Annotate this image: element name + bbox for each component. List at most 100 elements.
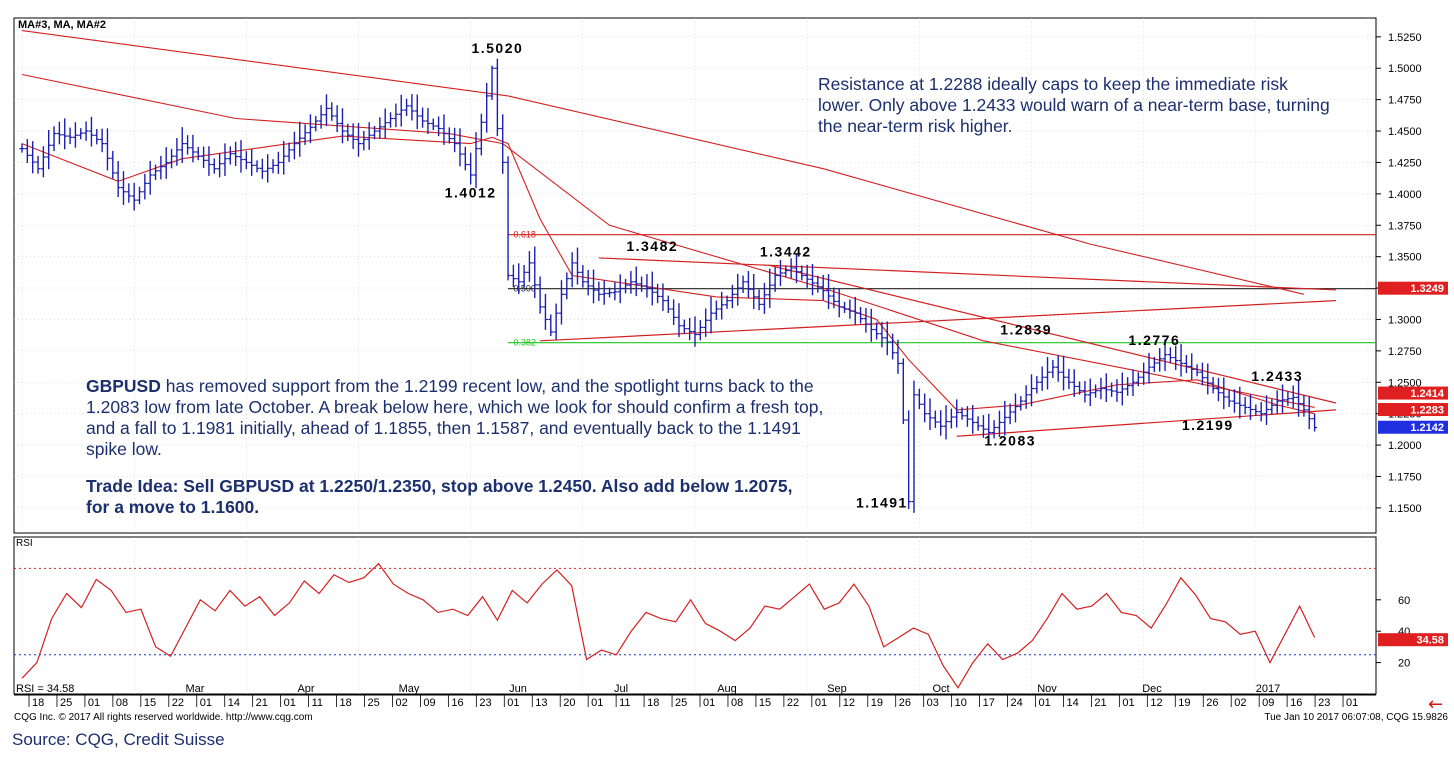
y-tick-label: 1.2500	[1388, 377, 1422, 389]
source-caption: Source: CQG, Credit Suisse	[12, 730, 225, 749]
y-tick-label: 1.2000	[1388, 440, 1422, 452]
x-day-label: 01	[815, 697, 827, 709]
x-day-label: 14	[1066, 697, 1078, 709]
moving-average-ma3	[21, 30, 1305, 295]
price-tag-box	[1378, 281, 1448, 295]
main-panel-frame	[13, 17, 1377, 534]
x-day-label: 02	[1234, 697, 1246, 709]
scroll-left-arrow-icon[interactable]: ←	[1428, 694, 1444, 715]
annotation-trade-idea: Trade Idea: Sell GBPUSD at 1.2250/1.2350…	[86, 476, 793, 517]
y-tick-label: 1.1500	[1388, 503, 1422, 515]
rsi-y-tick-label: 20	[1398, 658, 1410, 670]
rsi-tag-box	[1378, 633, 1448, 647]
x-day-label: 09	[423, 697, 435, 709]
price-tag-label: 1.2283	[1410, 405, 1444, 417]
x-day-label: 08	[731, 697, 743, 709]
level-label: 1.2083	[984, 433, 1036, 449]
x-day-label: 20	[563, 697, 575, 709]
x-month-label: Aug	[717, 683, 737, 695]
fib-level-label: 0.500	[513, 284, 536, 294]
x-month-label: May	[399, 683, 420, 695]
x-month-label: 2017	[1256, 683, 1280, 695]
x-month-label: Oct	[932, 683, 949, 695]
x-day-label: 15	[144, 697, 156, 709]
level-label: 1.2839	[1000, 322, 1052, 338]
price-tag-box	[1378, 403, 1448, 417]
y-tick-label: 1.4500	[1388, 126, 1422, 138]
price-tag-box	[1378, 420, 1448, 434]
x-day-label: 19	[1178, 697, 1190, 709]
x-day-label: 18	[340, 697, 352, 709]
x-day-label: 14	[228, 697, 240, 709]
y-tick-label: 1.3750	[1388, 220, 1422, 232]
x-day-label: 01	[507, 697, 519, 709]
level-label: 1.2433	[1251, 368, 1303, 384]
x-day-label: 16	[451, 697, 463, 709]
level-label: 1.5020	[471, 40, 523, 56]
price-bars	[19, 58, 1318, 513]
y-tick-label: 1.3500	[1388, 252, 1422, 264]
y-tick-label: 1.2750	[1388, 346, 1422, 358]
x-day-label: 21	[256, 697, 268, 709]
y-tick-label: 1.5250	[1388, 32, 1422, 44]
rsi-tag-label: 34.58	[1416, 635, 1444, 647]
x-day-label: 23	[479, 697, 491, 709]
x-month-label: Nov	[1037, 683, 1057, 695]
level-label: 1.3442	[760, 244, 812, 260]
x-day-label: 02	[395, 697, 407, 709]
annotation-resistance: Resistance at 1.2288 ideally caps to kee…	[818, 74, 1330, 136]
x-day-label: 12	[843, 697, 855, 709]
trend-line	[598, 257, 1336, 291]
x-day-label: 12	[1150, 697, 1162, 709]
x-day-label: 11	[619, 697, 630, 709]
x-day-label: 01	[1122, 697, 1134, 709]
rsi-line	[21, 562, 1316, 689]
y-tick-label: 1.3000	[1388, 314, 1422, 326]
x-day-label: 01	[200, 697, 212, 709]
x-day-label: 01	[703, 697, 715, 709]
price-tag-label: 1.2414	[1410, 388, 1445, 400]
y-tick-label: 1.1750	[1388, 471, 1422, 483]
y-tick-label: 1.5000	[1388, 63, 1422, 75]
x-day-label: 25	[60, 697, 72, 709]
level-label: 1.1491	[856, 494, 908, 510]
price-tag-label: 1.2142	[1410, 422, 1444, 434]
x-day-label: 25	[675, 697, 687, 709]
x-day-label: 18	[647, 697, 659, 709]
y-tick-label: 1.4750	[1388, 95, 1422, 107]
x-day-label: 26	[1206, 697, 1218, 709]
y-tick-label: 1.4250	[1388, 157, 1422, 169]
moving-average-ma	[21, 73, 1315, 408]
annotation-summary: GBPUSD has removed support from the 1.21…	[86, 376, 826, 460]
x-day-label: 21	[1094, 697, 1106, 709]
fib-level-label: 0.618	[513, 230, 536, 240]
x-day-label: 13	[535, 697, 547, 709]
x-day-label: 25	[368, 697, 380, 709]
annotation-symbol: GBPUSD	[86, 376, 161, 396]
level-label: 1.2199	[1182, 417, 1234, 433]
x-day-label: 19	[871, 697, 883, 709]
x-day-label: 08	[116, 697, 128, 709]
x-day-label: 01	[591, 697, 603, 709]
rsi-panel-frame	[13, 536, 1377, 695]
level-label: 1.3482	[626, 238, 678, 254]
x-day-label: 01	[1346, 697, 1358, 709]
level-label: 1.2776	[1128, 332, 1180, 348]
x-day-label: 17	[983, 697, 995, 709]
x-month-label: Apr	[297, 683, 314, 695]
x-day-label: 26	[899, 697, 911, 709]
fib-level-label: 0.382	[513, 338, 536, 348]
x-day-label: 11	[312, 697, 323, 709]
chart-title: MA#3, MA, MA#2	[18, 19, 106, 31]
price-tag-box	[1378, 386, 1448, 400]
x-month-label: Jul	[614, 683, 628, 695]
rsi-panel-title: RSI	[16, 538, 33, 549]
y-tick-label: 1.4000	[1388, 189, 1422, 201]
x-day-label: 18	[32, 697, 44, 709]
x-day-label: 16	[1290, 697, 1302, 709]
price-tag-label: 1.3249	[1410, 283, 1444, 295]
annotation-summary-text: has removed support from the 1.2199 rece…	[86, 376, 824, 459]
x-day-label: 15	[759, 697, 771, 709]
